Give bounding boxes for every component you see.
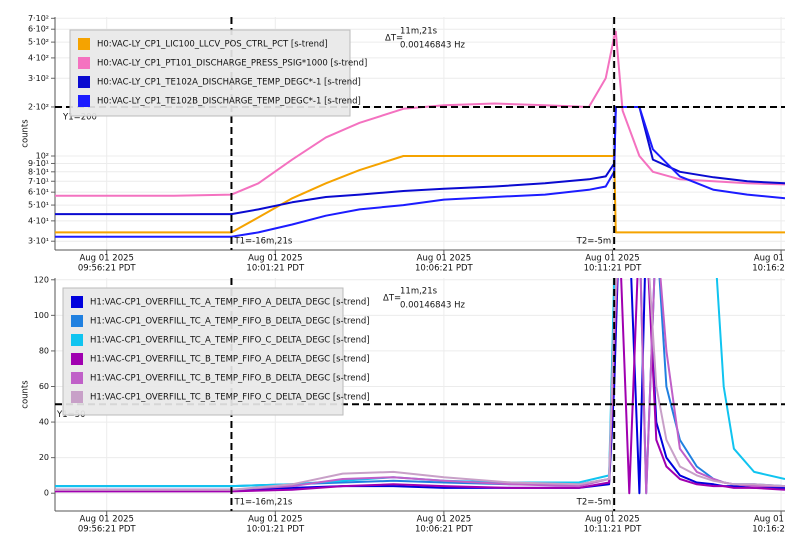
x-tick-label: 10:01:21 PDT — [246, 525, 305, 535]
y-tick-label: 3·10¹ — [28, 237, 49, 246]
x-tick-label: 10:11:21 PDT — [584, 525, 643, 535]
cursor-label: Y1=200 — [62, 112, 97, 122]
x-tick-label: 10:06:21 PDT — [415, 264, 474, 274]
y-tick-label: 4·10² — [28, 53, 49, 62]
delta-t-label: ΔT= — [383, 294, 401, 304]
legend-swatch — [78, 95, 90, 107]
x-tick-label: Aug 01 2025 — [585, 515, 639, 525]
y-tick-label: 100 — [34, 311, 49, 320]
legend-swatch — [71, 372, 83, 384]
legend-box — [62, 287, 344, 416]
series-line — [55, 30, 785, 197]
x-tick-label: Aug 01 2025 — [417, 254, 471, 264]
legend-box — [69, 29, 351, 117]
legend-label: H0:VAC-LY_CP1_LIC100_LLCV_POS_CTRL_PCT [… — [97, 40, 328, 50]
series-line — [55, 106, 785, 238]
x-tick-label: 10:16:21 PDT — [752, 525, 804, 535]
y-tick-label: 4·10¹ — [28, 216, 49, 225]
delta-t-value: 11m,21s — [400, 287, 438, 297]
series-line — [55, 278, 785, 495]
y-axis-label: counts — [21, 380, 31, 409]
x-tick-label: Aug 01 2025 — [417, 515, 471, 525]
series-line — [55, 278, 785, 495]
x-tick-label: 09:56:21 PDT — [78, 264, 137, 274]
y-tick-label: 6·10¹ — [28, 188, 49, 197]
y-tick-label: 2·10² — [28, 102, 49, 111]
y-tick-label: 20 — [39, 453, 49, 462]
series-line — [55, 278, 785, 491]
y-tick-label: 7·10¹ — [28, 177, 49, 186]
legend-swatch — [71, 391, 83, 403]
y-axis-label: counts — [21, 119, 31, 148]
legend-swatch — [71, 315, 83, 327]
x-tick-label: 10:11:21 PDT — [584, 264, 643, 274]
y-tick-label: 60 — [39, 382, 49, 391]
y-tick-label: 7·10² — [28, 14, 49, 23]
series-line — [55, 106, 785, 216]
x-tick-label: 10:06:21 PDT — [415, 525, 474, 535]
cursor-label: T1=-16m,21s — [233, 498, 292, 508]
x-tick-label: Aug 01 2025 — [585, 254, 639, 264]
legend-swatch — [78, 76, 90, 88]
legend-label: H1:VAC-CP1_OVERFILL_TC_B_TEMP_FIFO_A_DEL… — [90, 355, 370, 365]
y-tick-label: 5·10² — [28, 38, 49, 47]
legend-swatch — [78, 57, 90, 69]
legend-label: H1:VAC-CP1_OVERFILL_TC_A_TEMP_FIFO_B_DEL… — [90, 317, 370, 327]
y-tick-label: 6·10² — [28, 25, 49, 34]
frequency: 0.00146843 Hz — [400, 301, 465, 311]
legend-label: H0:VAC-LY_CP1_PT101_DISCHARGE_PRESS_PSIG… — [97, 59, 367, 69]
legend-label: H1:VAC-CP1_OVERFILL_TC_A_TEMP_FIFO_A_DEL… — [90, 298, 370, 308]
x-tick-label: Aug 01 2025 — [754, 515, 804, 525]
legend-label: H1:VAC-CP1_OVERFILL_TC_B_TEMP_FIFO_B_DEL… — [90, 374, 370, 384]
legend-swatch — [71, 334, 83, 346]
delta-t-label: ΔT= — [385, 34, 403, 44]
legend-swatch — [78, 38, 90, 50]
legend-swatch — [71, 353, 83, 365]
cursor-label: T2=-5m — [576, 237, 611, 247]
y-tick-label: 10² — [36, 152, 49, 161]
series-line — [55, 155, 785, 234]
y-tick-label: 9·10¹ — [28, 159, 49, 168]
x-tick-label: Aug 01 2025 — [79, 515, 133, 525]
cursor-label: T1=-16m,21s — [233, 237, 292, 247]
legend-label: H1:VAC-CP1_OVERFILL_TC_B_TEMP_FIFO_C_DEL… — [90, 393, 370, 403]
y-tick-label: 120 — [34, 275, 49, 284]
y-tick-label: 8·10¹ — [28, 167, 49, 176]
y-tick-label: 0 — [44, 489, 49, 498]
y-tick-label: 80 — [39, 346, 49, 355]
y-tick-label: 40 — [39, 418, 49, 427]
y-tick-label: 3·10² — [28, 74, 49, 83]
delta-t-value: 11m,21s — [400, 27, 438, 37]
legend-label: H1:VAC-CP1_OVERFILL_TC_A_TEMP_FIFO_C_DEL… — [90, 336, 370, 346]
x-tick-label: Aug 01 2025 — [248, 254, 302, 264]
plot: 020406080100120Y1=50T1=-16m,21sT2=-5mΔT=… — [34, 275, 785, 515]
x-tick-label: Aug 01 2025 — [754, 254, 804, 264]
series-line — [55, 278, 785, 495]
x-tick-label: Aug 01 2025 — [79, 254, 133, 264]
x-tick-label: 10:16:21 PDT — [752, 264, 804, 274]
x-tick-label: 09:56:21 PDT — [78, 525, 137, 535]
y-tick-label: 5·10¹ — [28, 201, 49, 210]
legend-label: H0:VAC-LY_CP1_TE102B_DISCHARGE_TEMP_DEGC… — [97, 97, 361, 107]
cursor-label: T2=-5m — [576, 498, 611, 508]
frequency: 0.00146843 Hz — [400, 41, 465, 51]
x-tick-label: Aug 01 2025 — [248, 515, 302, 525]
legend-label: H0:VAC-LY_CP1_TE102A_DISCHARGE_TEMP_DEGC… — [97, 78, 361, 88]
x-tick-label: 10:01:21 PDT — [246, 264, 305, 274]
legend-swatch — [71, 296, 83, 308]
